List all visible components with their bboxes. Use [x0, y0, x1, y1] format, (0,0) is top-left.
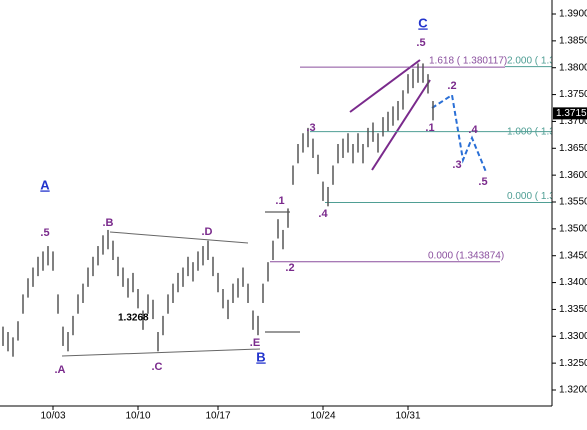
wave-label: .1: [275, 195, 284, 207]
wave-label: .5: [416, 37, 425, 49]
y-tick-label: 1.3350: [559, 304, 587, 315]
fib-label: 0.000 (1.343874): [428, 250, 504, 261]
y-tick-label: 1.3300: [559, 331, 587, 342]
price-label: 1.3268: [118, 313, 149, 324]
y-tick-label: 1.3600: [559, 170, 587, 181]
fib-label: 1.618 ( 1.380117): [429, 56, 507, 67]
wave-label: C: [418, 15, 428, 30]
annotations: A .5 .A .B 1.3268 .C .D .E B .1 .2 .3 .4…: [40, 15, 487, 375]
wave-label: B: [256, 349, 265, 364]
wave-label: .2: [285, 262, 294, 274]
channel-line: [371, 79, 431, 171]
wave-label: .A: [55, 364, 66, 376]
y-tick-label: 1.3850: [559, 35, 587, 46]
x-tick-label: 10/17: [205, 411, 230, 422]
x-tick-label: 10/24: [310, 411, 335, 422]
wave-label: A: [40, 177, 50, 192]
y-tick-label: 1.3900: [559, 9, 587, 20]
fib-label: 0.000 ( 1.3: [507, 191, 555, 202]
y-tick-label: 1.3250: [559, 358, 587, 369]
wave-label: .3: [452, 159, 461, 171]
plot-area: 1.618 ( 1.380117) 2.000 ( 1.3 1.000 ( 1.3 0…: [2, 55, 555, 357]
x-tick-label: 10/31: [395, 411, 420, 422]
wave-label: .1: [425, 122, 434, 134]
wave-label: .3: [306, 122, 315, 134]
last-price-label: 1.3715: [556, 108, 587, 119]
x-tick-label: 10/10: [125, 411, 150, 422]
y-tick-label: 1.3550: [559, 197, 587, 208]
y-tick-label: 1.3800: [559, 62, 587, 73]
wave-label: .C: [152, 361, 163, 373]
fib-label: 2.000 ( 1.3: [507, 55, 555, 66]
wave-label: .D: [202, 226, 213, 238]
channel-line: [349, 59, 421, 113]
wave-label: .5: [40, 227, 49, 239]
y-tick-label: 1.3500: [559, 223, 587, 234]
wave-label: .B: [103, 217, 114, 229]
x-tick-label: 10/03: [40, 411, 65, 422]
trend-line: [109, 231, 249, 244]
fib-label: 1.000 ( 1.3: [507, 126, 555, 137]
wave-label: .2: [447, 80, 456, 92]
wave-label: .4: [468, 124, 478, 136]
y-tick-label: 1.3700: [559, 116, 587, 127]
wave-label: .5: [478, 176, 487, 188]
wave-label: .E: [250, 337, 260, 349]
last-price-box: [553, 107, 587, 120]
trend-line: [61, 348, 261, 357]
y-tick-label: 1.3400: [559, 277, 587, 288]
y-tick-label: 1.3450: [559, 250, 587, 261]
y-tick-label: 1.3650: [559, 143, 587, 154]
y-tick-label: 1.3200: [559, 385, 587, 396]
y-tick-label: 1.3750: [559, 89, 587, 100]
wave-label: .4: [318, 208, 328, 220]
projection: [431, 93, 487, 173]
